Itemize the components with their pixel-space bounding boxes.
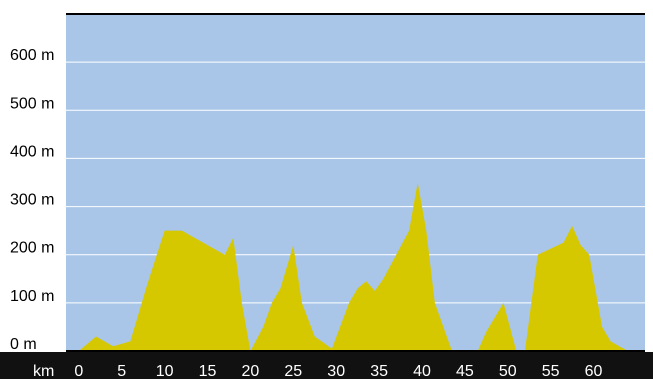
y-tick-label: 400 m bbox=[10, 143, 54, 160]
x-tick-label: 45 bbox=[456, 363, 474, 379]
x-unit-label: km bbox=[33, 363, 54, 379]
y-tick-label: 200 m bbox=[10, 240, 54, 257]
elevation-area bbox=[78, 182, 628, 351]
x-tick-label: 5 bbox=[117, 363, 126, 379]
x-tick-label: 35 bbox=[370, 363, 388, 379]
x-tick-label: 0 bbox=[74, 363, 83, 379]
y-tick-label: 100 m bbox=[10, 288, 54, 305]
x-tick-label: 25 bbox=[284, 363, 302, 379]
x-tick-label: 60 bbox=[585, 363, 603, 379]
y-tick-label: 0 m bbox=[10, 336, 37, 353]
x-tick-label: 15 bbox=[199, 363, 217, 379]
x-axis-bar bbox=[0, 352, 653, 379]
x-tick-label: 20 bbox=[242, 363, 260, 379]
x-tick-labels: 0 5 10 15 20 25 30 35 40 45 50 55 60 bbox=[74, 363, 602, 379]
x-tick-label: 10 bbox=[156, 363, 174, 379]
y-tick-label: 300 m bbox=[10, 192, 54, 209]
y-tick-label: 500 m bbox=[10, 95, 54, 112]
y-tick-label: 600 m bbox=[10, 47, 54, 64]
x-tick-label: 40 bbox=[413, 363, 431, 379]
x-tick-label: 55 bbox=[542, 363, 560, 379]
x-tick-label: 50 bbox=[499, 363, 517, 379]
y-tick-labels: 0 m 100 m 200 m 300 m 400 m 500 m 600 m bbox=[10, 47, 54, 353]
x-tick-label: 30 bbox=[327, 363, 345, 379]
